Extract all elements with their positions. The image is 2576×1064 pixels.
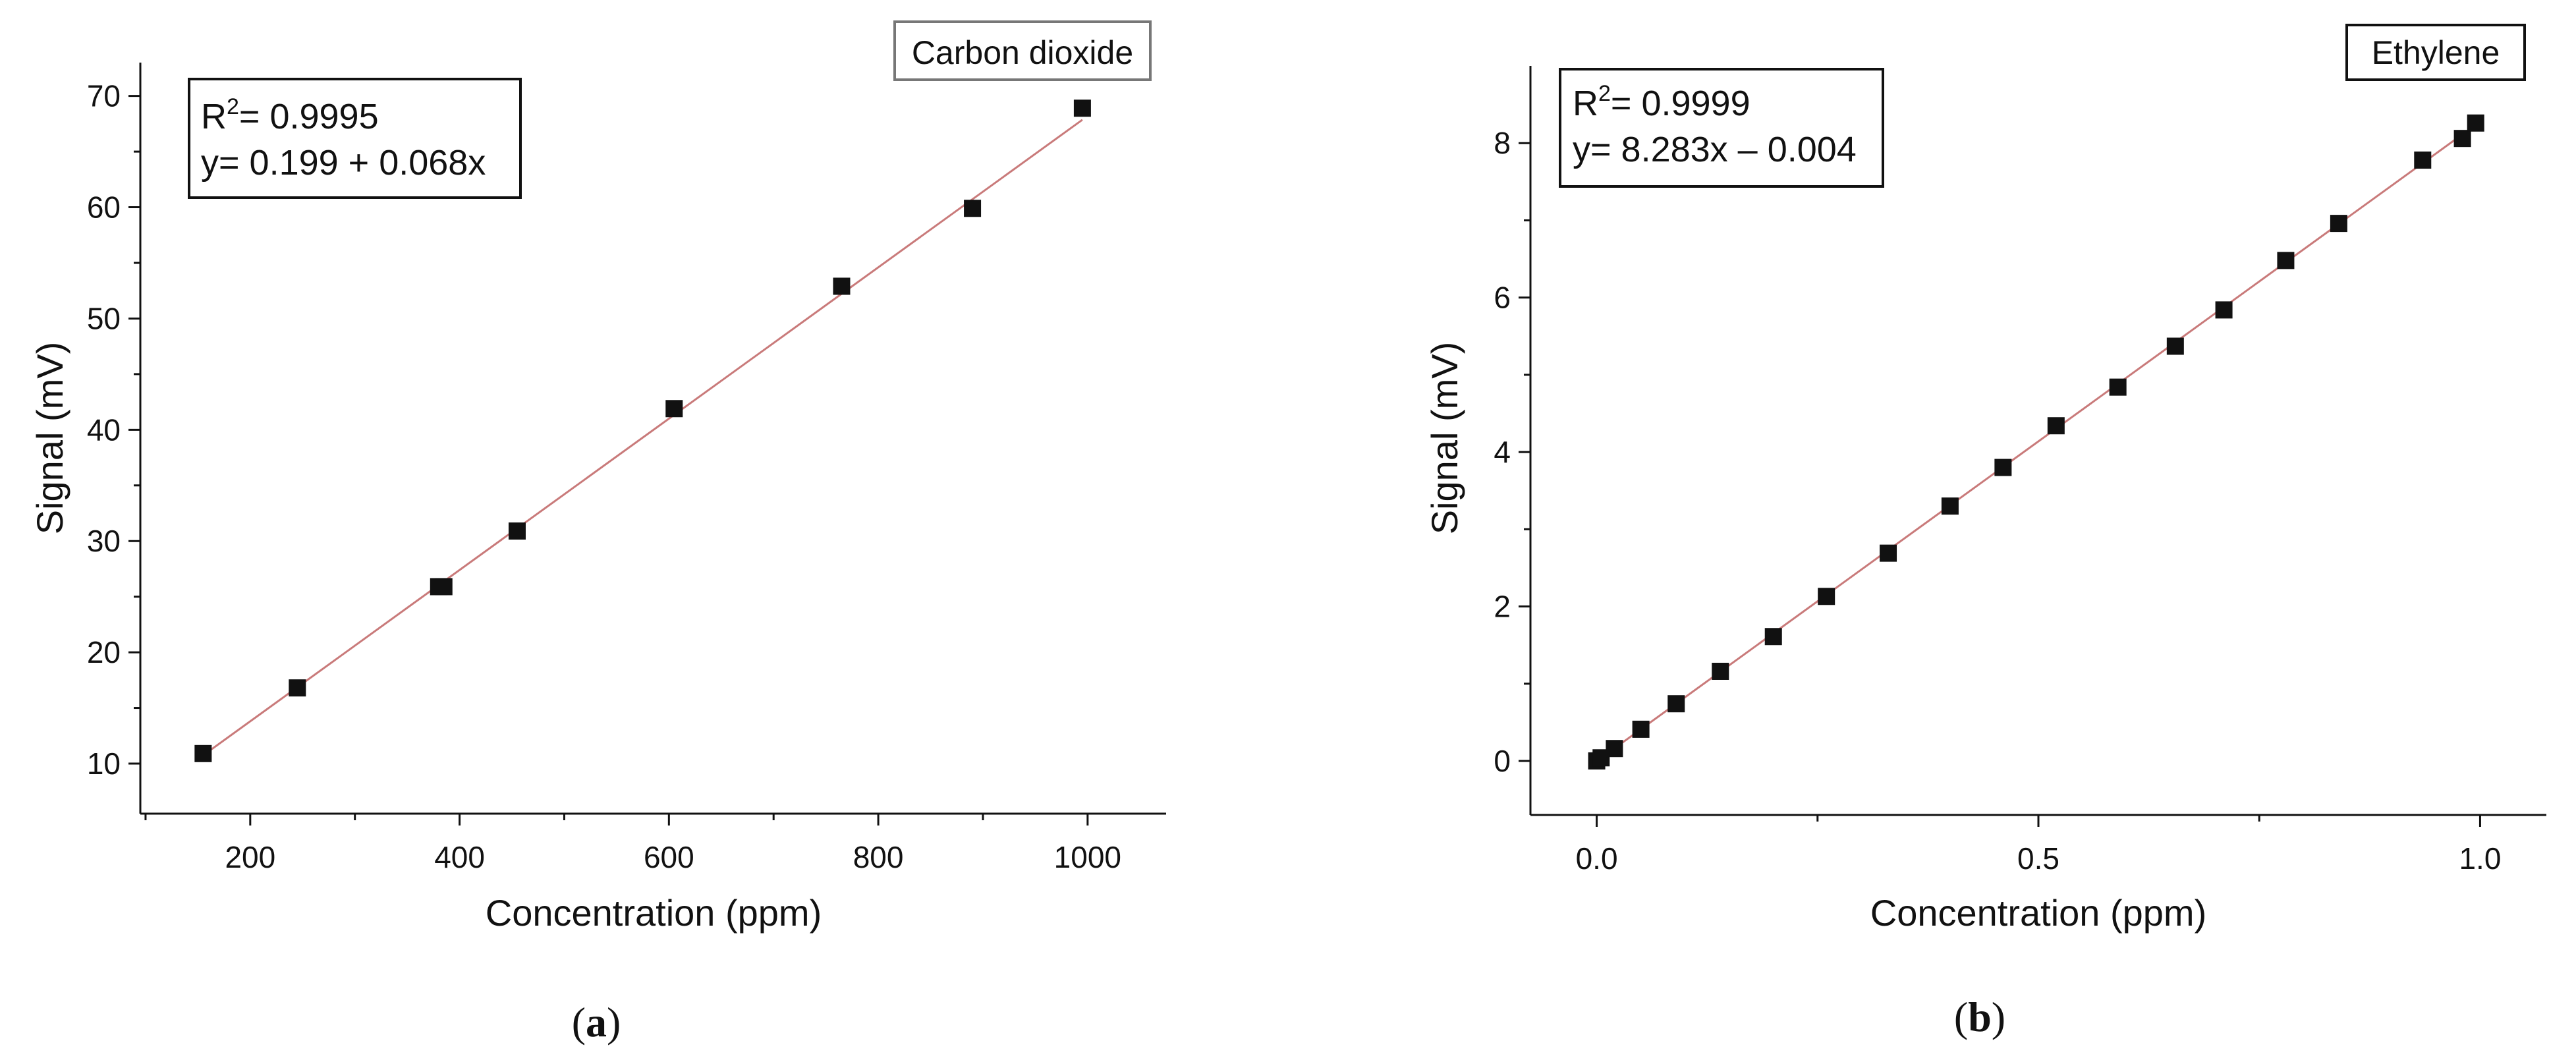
chart-a-y-tick-label: 10 bbox=[87, 746, 121, 781]
chart-b-points-layer bbox=[1588, 114, 2484, 770]
chart-b-y-tick-label: 4 bbox=[1494, 435, 1511, 469]
chart-b-x-tick-label: 1.0 bbox=[2459, 841, 2501, 876]
chart-b-data-point bbox=[2453, 130, 2471, 148]
chart-a: 200 400 600 800 1000 10 20 30 40 50 60 70 Concentra… bbox=[29, 20, 1166, 1046]
chart-b-y-tick-label: 6 bbox=[1494, 281, 1511, 315]
chart-a-data-point bbox=[665, 400, 683, 418]
chart-a-data-point bbox=[435, 578, 453, 596]
chart-a-data-point bbox=[833, 277, 851, 295]
chart-b-fit-layer bbox=[1596, 121, 2481, 762]
chart-a-y-tick-label: 30 bbox=[87, 524, 121, 558]
chart-a-x-tick-label: 1000 bbox=[1054, 840, 1121, 874]
chart-b-legend-frame bbox=[2345, 24, 2526, 81]
chart-b-x-axis-label: Concentration (ppm) bbox=[1870, 892, 2206, 934]
chart-b-y-axis-label: Signal (mV) bbox=[1424, 342, 1465, 535]
chart-b-stats-box-frame bbox=[1559, 68, 1884, 188]
chart-b-data-point bbox=[2330, 215, 2347, 233]
chart-b-r2-sup: 2 bbox=[1598, 81, 1611, 106]
chart-b-data-point bbox=[2414, 152, 2432, 169]
chart-a-data-point bbox=[289, 679, 306, 697]
chart-a-fit-layer bbox=[202, 119, 1083, 756]
chart-a-y-tick-label: 40 bbox=[87, 412, 121, 447]
chart-a-equation: y= 0.199 + 0.068x bbox=[201, 143, 486, 182]
chart-a-legend-frame bbox=[893, 20, 1152, 81]
chart-a-data-point bbox=[1073, 99, 1091, 117]
chart-b-fit-line bbox=[1596, 121, 2481, 762]
chart-b-y-tick-label: 8 bbox=[1494, 126, 1511, 160]
chart-b-y-tick-label: 2 bbox=[1494, 590, 1511, 624]
chart-a-data-point bbox=[964, 200, 982, 217]
chart-a-data-point bbox=[508, 522, 526, 540]
chart-b-r2-value: = 0.9999 bbox=[1611, 84, 1750, 123]
chart-b-equation: y= 8.283x – 0.004 bbox=[1573, 130, 1857, 169]
chart-b-data-point bbox=[1667, 695, 1685, 713]
chart-a-r2-sup: 2 bbox=[227, 94, 239, 119]
chart-a-y-tick-label: 20 bbox=[87, 635, 121, 669]
chart-a-x-tick-label: 600 bbox=[644, 840, 694, 874]
chart-b-x-tick-label: 0.5 bbox=[2017, 841, 2059, 876]
chart-a-y-tick-label: 60 bbox=[87, 190, 121, 225]
chart-b-x-tick-label: 0.0 bbox=[1576, 841, 1618, 876]
chart-b-data-point bbox=[1764, 628, 1782, 646]
chart-a-legend-label: Carbon dioxide bbox=[912, 34, 1133, 71]
chart-b-data-point bbox=[2215, 301, 2233, 319]
chart-b-data-point bbox=[1632, 720, 1650, 738]
chart-b-data-point bbox=[1606, 740, 1623, 758]
chart-b-data-point bbox=[2166, 337, 2184, 355]
chart-a-stats-box: R2= 0.9995 y= 0.199 + 0.068x bbox=[188, 78, 522, 199]
chart-b-data-point bbox=[2109, 378, 2127, 396]
chart-b-legend: Ethylene bbox=[2345, 24, 2526, 81]
chart-a-ticks-layer: 200 400 600 800 1000 10 20 30 40 50 60 70 bbox=[87, 79, 1121, 874]
chart-b-data-point bbox=[1880, 544, 1897, 562]
chart-a-data-point bbox=[194, 744, 212, 762]
chart-a-r2-label: R bbox=[201, 97, 227, 136]
chart-a-y-axis-label: Signal (mV) bbox=[29, 342, 70, 535]
chart-a-legend: Carbon dioxide bbox=[893, 20, 1152, 81]
chart-b-data-point bbox=[2277, 252, 2295, 269]
chart-a-points-layer bbox=[194, 99, 1091, 762]
chart-a-y-tick-label: 50 bbox=[87, 301, 121, 335]
chart-b-data-point bbox=[1712, 662, 1729, 680]
panel-letter-b: b bbox=[1968, 994, 1992, 1040]
chart-a-x-tick-label: 200 bbox=[225, 840, 275, 874]
chart-b-data-point bbox=[2467, 114, 2484, 132]
chart-a-fit-line bbox=[202, 119, 1083, 756]
chart-a-y-tick-label: 70 bbox=[87, 79, 121, 113]
chart-a-stats-box-frame bbox=[188, 78, 522, 199]
chart-b-data-point bbox=[1818, 588, 1835, 605]
panel-label-a: (a) bbox=[572, 999, 621, 1046]
chart-a-x-tick-label: 400 bbox=[434, 840, 485, 874]
chart-b-y-tick-label: 0 bbox=[1494, 744, 1511, 778]
chart-b-data-point bbox=[1994, 459, 2012, 476]
chart-b-data-point bbox=[2047, 417, 2065, 435]
panel-letter-a: a bbox=[586, 999, 607, 1046]
chart-b-ticks-layer: 0.0 0.5 1.0 0 2 4 6 8 bbox=[1494, 126, 2501, 876]
chart-b-r2-text: R2= 0.9999 bbox=[1573, 81, 1750, 123]
chart-a-x-axis-label: Concentration (ppm) bbox=[486, 892, 822, 934]
chart-b-stats-box: R2= 0.9999 y= 8.283x – 0.004 bbox=[1559, 68, 1884, 188]
panel-label-b: (b) bbox=[1954, 994, 2005, 1040]
chart-b: 0.0 0.5 1.0 0 2 4 6 8 Concentration (ppm) Signa… bbox=[1424, 24, 2546, 1040]
chart-a-r2-value: = 0.9995 bbox=[239, 97, 379, 136]
chart-a-x-tick-label: 800 bbox=[853, 840, 904, 874]
chart-b-data-point bbox=[1941, 497, 1959, 515]
chart-b-legend-label: Ethylene bbox=[2372, 34, 2500, 71]
chart-a-r2-text: R2= 0.9995 bbox=[201, 94, 379, 136]
chart-b-r2-label: R bbox=[1573, 84, 1598, 123]
